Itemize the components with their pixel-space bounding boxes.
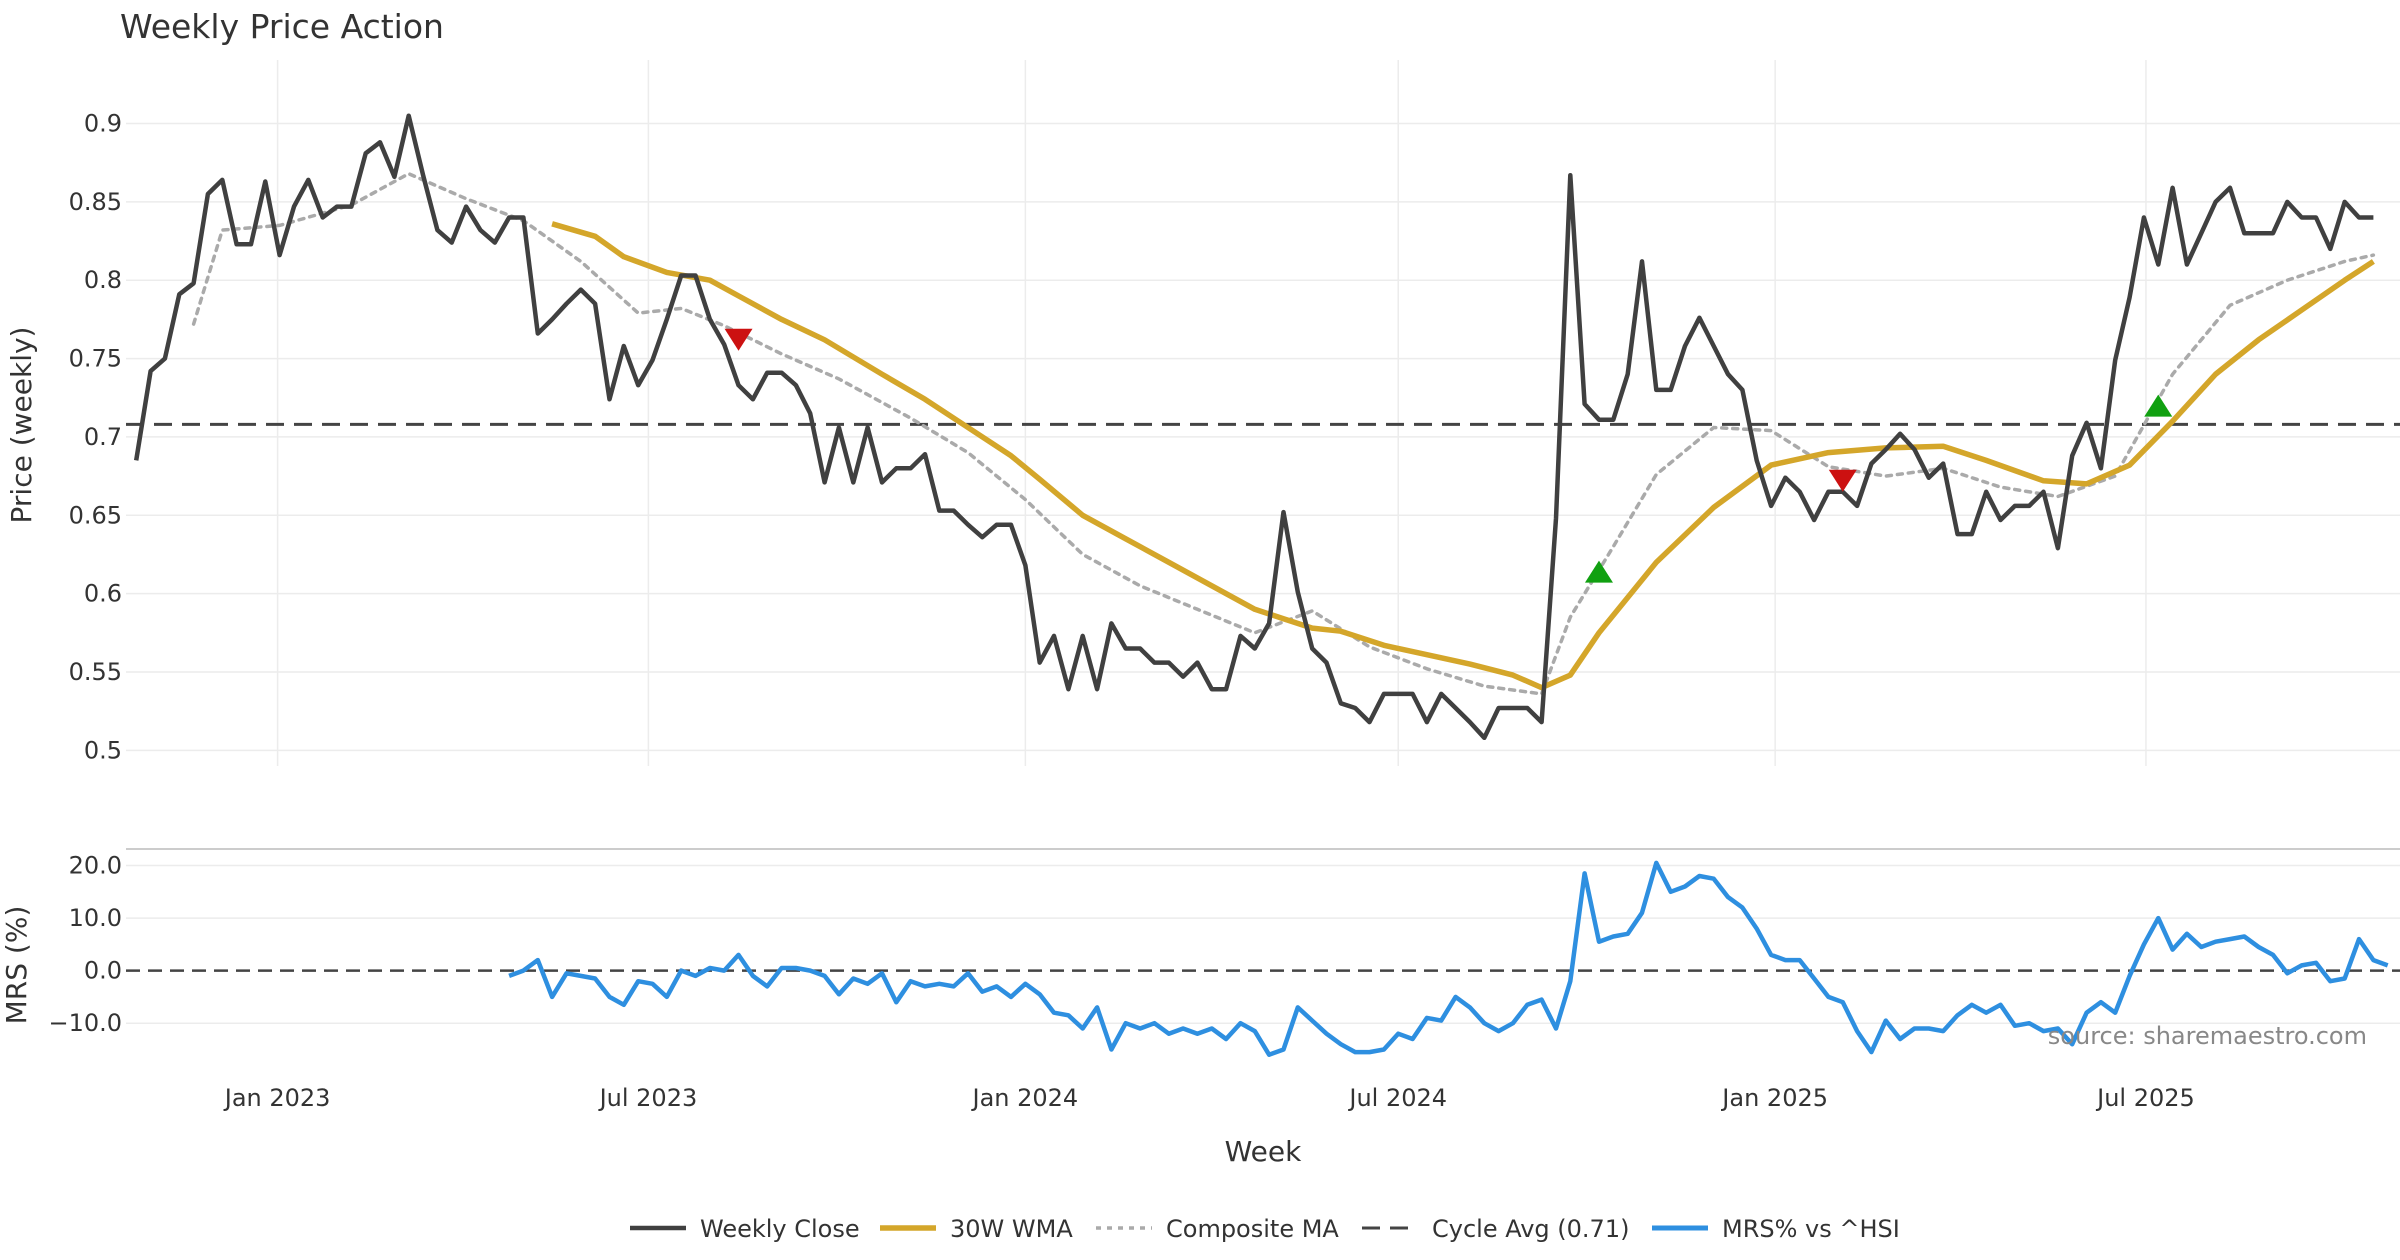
price-y-tick-label: 0.9 xyxy=(84,110,122,138)
price-y-tick-labels: 0.5 0.55 0.6 0.65 0.7 0.75 0.8 0.85 0.9 xyxy=(69,110,122,765)
legend: Weekly Close 30W WMA Composite MA Cycle Avg… xyxy=(630,1215,1900,1243)
legend-label: Weekly Close xyxy=(700,1215,860,1243)
mrs-y-tick-label: 0.0 xyxy=(84,957,122,985)
legend-label: Cycle Avg (0.71) xyxy=(1432,1215,1629,1243)
mrs-series-layer xyxy=(126,860,2400,1057)
price-y-tick-label: 0.6 xyxy=(84,580,122,608)
price-y-axis-label: Price (weekly) xyxy=(5,327,38,524)
price-y-tick-label: 0.8 xyxy=(84,266,122,294)
mrs-y-tick-label: 20.0 xyxy=(69,852,122,880)
x-tick-label: Jul 2025 xyxy=(2095,1084,2195,1112)
price-y-tick-label: 0.75 xyxy=(69,345,122,373)
legend-label: MRS% vs ^HSI xyxy=(1722,1215,1900,1243)
buy-signal-marker xyxy=(1584,560,1613,583)
price-series-layer xyxy=(126,113,2400,741)
legend-label: 30W WMA xyxy=(950,1215,1073,1243)
legend-label: Composite MA xyxy=(1166,1215,1339,1243)
x-tick-labels: Jan 2023 Jul 2023 Jan 2024 Jul 2024 Jan 2025… xyxy=(223,1084,2195,1112)
composite-ma-line xyxy=(191,171,2376,696)
weekly-close-line xyxy=(133,113,2374,741)
x-tick-label: Jul 2024 xyxy=(1347,1084,1447,1112)
x-axis-label: Week xyxy=(1225,1135,1302,1168)
x-tick-label: Jan 2025 xyxy=(1720,1084,1828,1112)
wma30-line xyxy=(551,221,2375,691)
buy-signal-marker xyxy=(2144,394,2173,417)
sell-signal-marker xyxy=(724,328,753,351)
mrs-y-tick-label: −10.0 xyxy=(48,1009,122,1037)
mrs-line xyxy=(508,860,2389,1057)
price-panel-grid xyxy=(126,60,2400,766)
price-y-tick-label: 0.5 xyxy=(84,736,122,764)
price-y-tick-label: 0.85 xyxy=(69,188,122,216)
sell-signal-marker xyxy=(1828,469,1857,492)
x-tick-label: Jan 2023 xyxy=(223,1084,331,1112)
mrs-y-tick-label: 10.0 xyxy=(69,904,122,932)
source-watermark: source: sharemaestro.com xyxy=(2048,1022,2367,1050)
x-tick-label: Jul 2023 xyxy=(598,1084,698,1112)
chart-title: Weekly Price Action xyxy=(120,7,444,46)
price-y-tick-label: 0.7 xyxy=(84,423,122,451)
mrs-y-tick-labels: 20.0 10.0 0.0 −10.0 xyxy=(48,852,122,1038)
price-y-tick-label: 0.55 xyxy=(69,658,122,686)
price-y-tick-label: 0.65 xyxy=(69,501,122,529)
x-tick-label: Jan 2024 xyxy=(971,1084,1079,1112)
mrs-y-axis-label: MRS (%) xyxy=(0,906,33,1025)
mrs-panel-grid xyxy=(126,864,2400,1024)
